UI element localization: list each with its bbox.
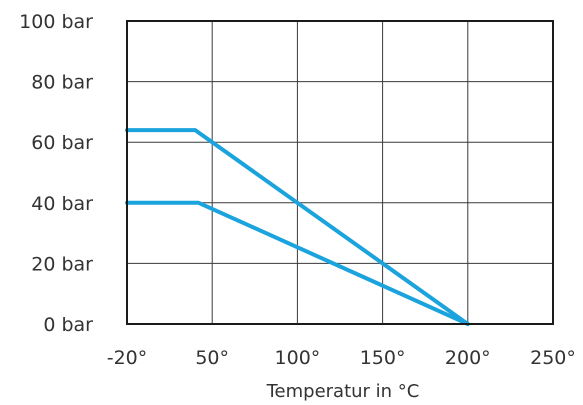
- plot-frame: [126, 20, 554, 325]
- x-tick-label: -20°: [107, 347, 148, 369]
- x-tick-labels: -20° 50° 100° 150° 200° 250°: [107, 347, 576, 369]
- x-axis-title: Temperatur in °C: [266, 381, 420, 402]
- x-tick-label: 250°: [530, 347, 576, 369]
- x-tick-label: 200°: [445, 347, 491, 369]
- grid-lines: [127, 21, 553, 324]
- series-lines: [125, 128, 470, 326]
- y-tick-label: 100 bar: [19, 11, 93, 33]
- y-tick-label: 60 bar: [31, 132, 93, 154]
- series-line-2: [125, 200, 470, 326]
- y-tick-label: 0 bar: [43, 314, 93, 336]
- x-tick-label: 50°: [195, 347, 229, 369]
- y-tick-label: 40 bar: [31, 193, 93, 215]
- series-line-1: [125, 128, 470, 326]
- x-tick-label: 100°: [275, 347, 321, 369]
- y-tick-labels: 0 bar 20 bar 40 bar 60 bar 80 bar 100 bar: [19, 11, 93, 336]
- x-tick-label: 150°: [360, 347, 406, 369]
- y-tick-label: 80 bar: [31, 72, 93, 94]
- y-tick-label: 20 bar: [31, 253, 93, 275]
